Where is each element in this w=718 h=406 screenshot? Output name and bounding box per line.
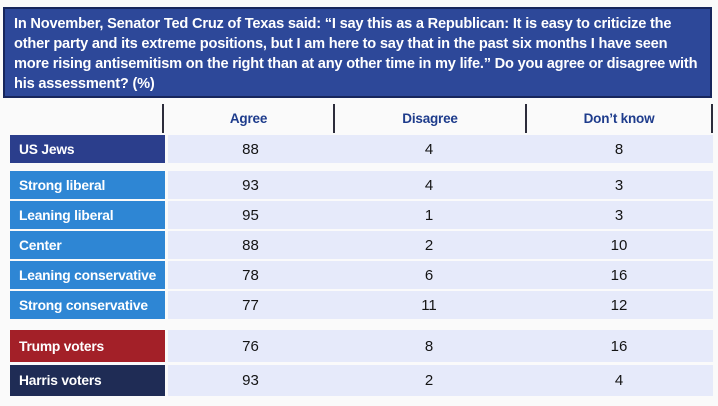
row-values: 88 4 8 [168, 135, 713, 163]
cell-agree: 93 [242, 372, 259, 389]
cell-dont-know: 3 [614, 206, 624, 224]
row-values: 93 4 3 [168, 171, 713, 199]
cell-dont-know: 8 [614, 140, 624, 158]
cell-dont-know: 16 [610, 337, 628, 355]
row-values: 77 11 12 [168, 291, 713, 319]
table-row-harris-voters: Harris voters 93 2 4 [0, 365, 718, 396]
table-row-leaning-conservative: Leaning conservative 78 6 16 [0, 261, 718, 289]
cell-dont-know: 16 [610, 266, 628, 284]
cell-agree: 88 [242, 236, 259, 254]
cell-dont-know: 3 [614, 176, 624, 194]
row-label-center: Center [10, 231, 165, 259]
table-row-trump-voters: Trump voters 76 8 16 [0, 330, 718, 362]
row-label-strong-liberal: Strong liberal [10, 171, 165, 199]
row-label-leaning-conservative: Leaning conservative [10, 261, 165, 289]
column-header-disagree: Disagree [333, 104, 525, 133]
question-box: In November, Senator Ted Cruz of Texas s… [3, 7, 712, 98]
table-row-strong-conservative: Strong conservative 77 11 12 [0, 291, 718, 319]
cell-dont-know: 10 [610, 236, 628, 254]
cell-agree: 95 [242, 206, 259, 224]
row-label-leaning-liberal: Leaning liberal [10, 201, 165, 229]
cell-disagree: 2 [424, 236, 434, 254]
row-values: 95 1 3 [168, 201, 713, 229]
cell-agree: 88 [242, 140, 259, 158]
column-header-agree: Agree [162, 104, 333, 133]
cell-agree: 93 [242, 176, 259, 194]
cell-disagree: 8 [424, 337, 434, 355]
cell-disagree: 1 [424, 206, 434, 224]
row-label-strong-conservative: Strong conservative [10, 291, 165, 319]
row-values: 78 6 16 [168, 261, 713, 289]
table-row-strong-liberal: Strong liberal 93 4 3 [0, 171, 718, 199]
column-header-dont-know: Don’t know [525, 104, 713, 133]
cell-disagree: 2 [424, 372, 434, 389]
row-values: 88 2 10 [168, 231, 713, 259]
cell-dont-know: 4 [614, 372, 624, 389]
row-label-us-jews: US Jews [10, 135, 165, 163]
cell-agree: 77 [242, 296, 259, 314]
cell-disagree: 4 [424, 176, 434, 194]
row-values: 93 2 4 [168, 365, 713, 396]
cell-disagree: 6 [424, 266, 434, 284]
cell-dont-know: 12 [610, 296, 628, 314]
table-row-center: Center 88 2 10 [0, 231, 718, 259]
column-header-row: Agree Disagree Don’t know [162, 104, 713, 133]
cell-disagree: 11 [421, 296, 437, 314]
question-text: In November, Senator Ted Cruz of Texas s… [14, 16, 698, 92]
row-label-trump-voters: Trump voters [10, 330, 165, 362]
cell-agree: 76 [242, 337, 259, 355]
cell-agree: 78 [242, 266, 259, 284]
row-label-harris-voters: Harris voters [10, 365, 165, 396]
row-values: 76 8 16 [168, 330, 713, 362]
table-row-us-jews: US Jews 88 4 8 [0, 135, 718, 163]
table-row-leaning-liberal: Leaning liberal 95 1 3 [0, 201, 718, 229]
cell-disagree: 4 [424, 140, 434, 158]
